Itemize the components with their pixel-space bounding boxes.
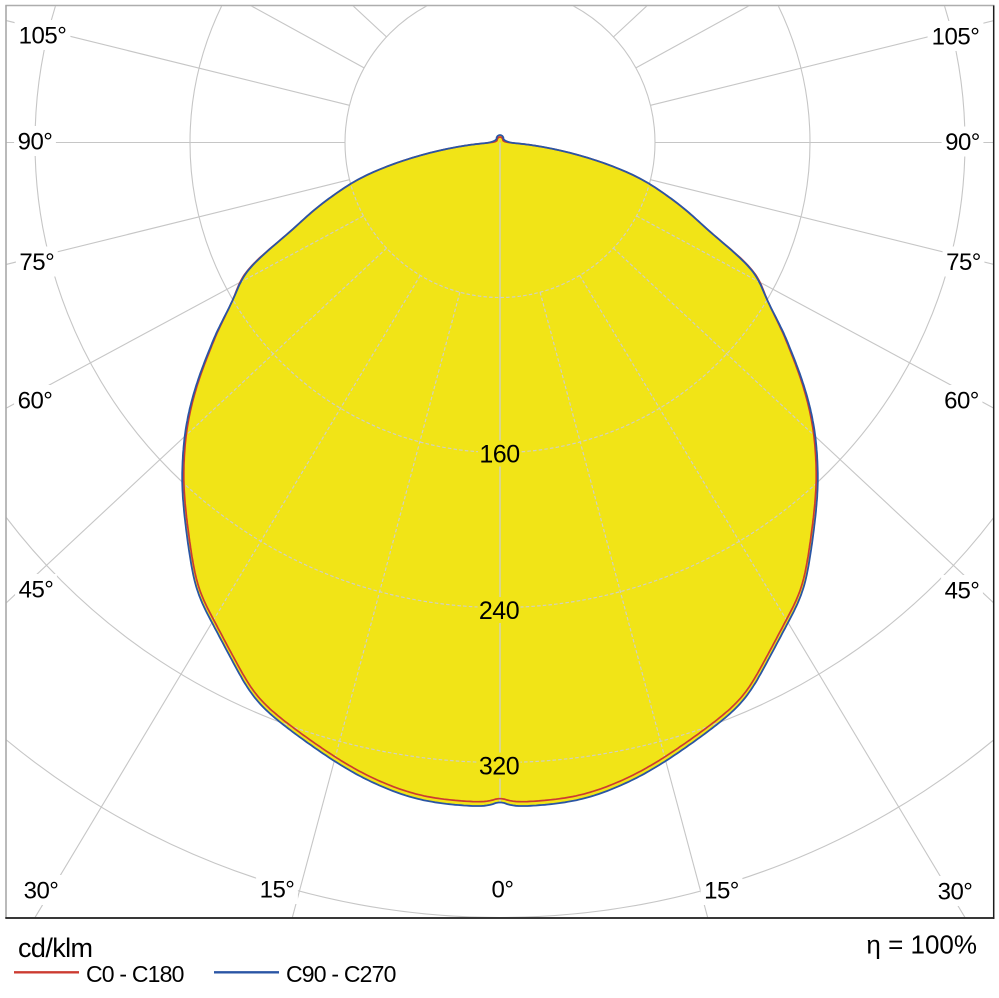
svg-text:320: 320 (479, 752, 519, 780)
svg-text:30°: 30° (24, 878, 59, 905)
svg-text:75°: 75° (19, 249, 54, 276)
svg-text:90°: 90° (18, 129, 53, 156)
svg-text:C90 - C270: C90 - C270 (286, 961, 396, 987)
svg-text:45°: 45° (19, 577, 54, 604)
svg-text:45°: 45° (945, 578, 980, 605)
svg-text:C0 - C180: C0 - C180 (86, 961, 184, 987)
svg-text:30°: 30° (938, 879, 973, 906)
svg-text:105°: 105° (932, 24, 980, 51)
svg-text:75°: 75° (946, 249, 981, 276)
svg-text:105°: 105° (19, 23, 67, 50)
svg-text:60°: 60° (944, 388, 979, 415)
svg-text:160: 160 (479, 440, 519, 468)
svg-text:90°: 90° (945, 129, 980, 156)
svg-text:0°: 0° (492, 877, 514, 904)
svg-text:15°: 15° (704, 878, 739, 905)
svg-text:15°: 15° (260, 877, 295, 904)
svg-text:60°: 60° (18, 388, 53, 415)
svg-text:cd/klm: cd/klm (18, 933, 92, 963)
svg-text:η = 100%: η = 100% (866, 930, 977, 960)
svg-text:240: 240 (479, 597, 519, 625)
